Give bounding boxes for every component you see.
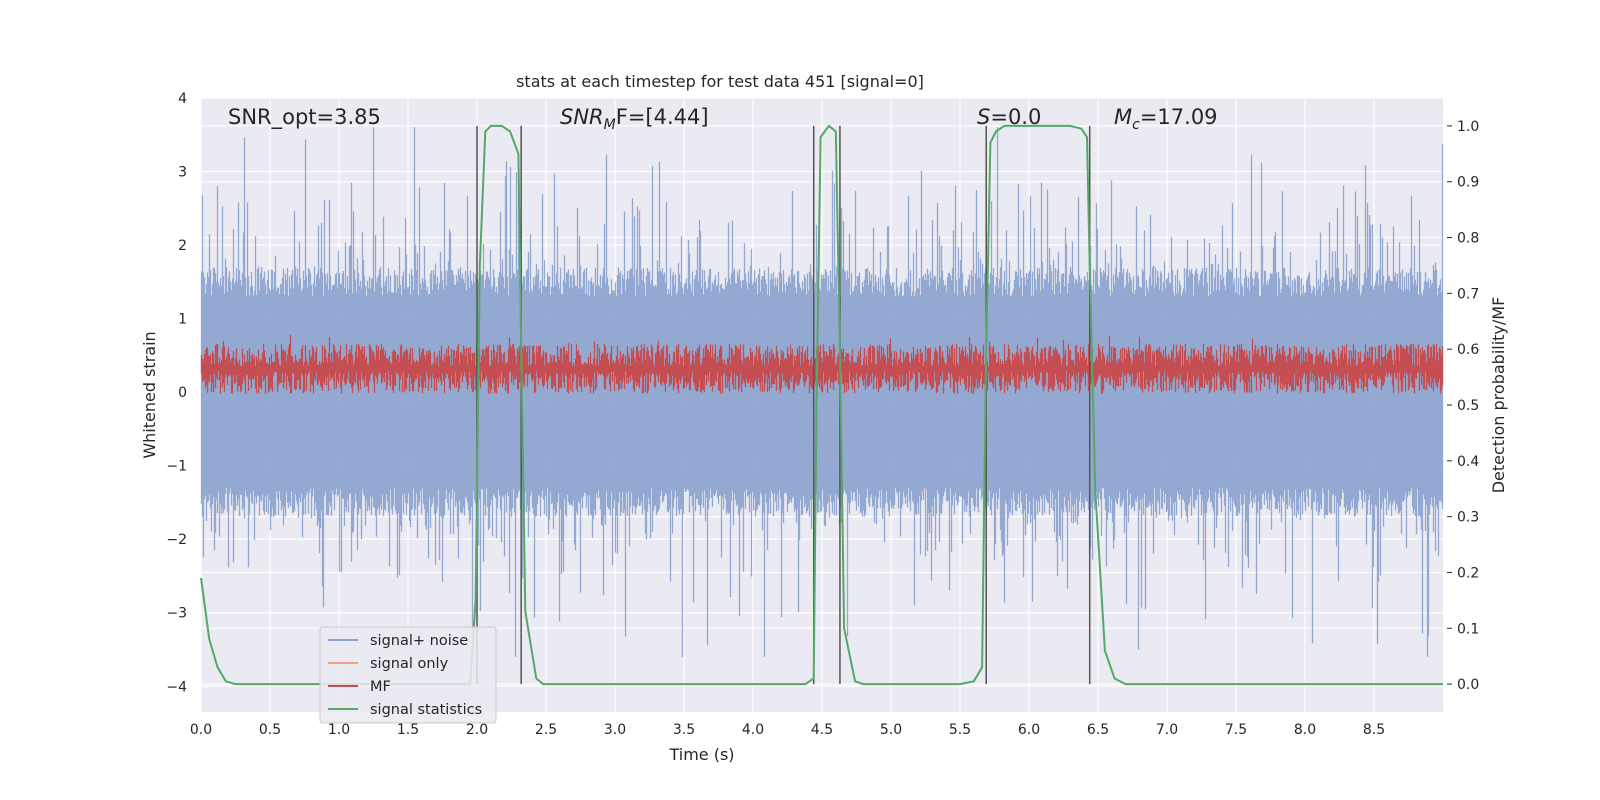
y-left-tick-label: 0	[178, 385, 187, 401]
x-tick-label: 4.0	[742, 722, 764, 738]
x-axis-label: Time (s)	[668, 745, 734, 764]
y-right-tick-label: 0.7	[1457, 286, 1479, 302]
y-right-tick-label: 0.6	[1457, 342, 1479, 358]
x-tick-label: 6.0	[1018, 722, 1040, 738]
legend: signal+ noise signal only MF signal stat…	[319, 626, 497, 724]
y-left-tick-label: 4	[178, 91, 187, 107]
y-axis-right-label: Detection probability/MF	[1489, 297, 1508, 494]
x-tick-label: 1.5	[397, 722, 419, 738]
y-right-tick-label: 0.5	[1457, 398, 1479, 414]
x-tick-label: 1.0	[328, 722, 350, 738]
y-left-tick-label: −2	[166, 532, 187, 548]
y-right-tick-label: 0.0	[1457, 677, 1479, 693]
y-right-tick-label: 0.8	[1457, 231, 1479, 247]
y-left-tick-label: −1	[166, 459, 187, 475]
x-tick-label: 4.5	[811, 722, 833, 738]
x-tick-label: 7.5	[1225, 722, 1247, 738]
x-tick-label: 0.5	[259, 722, 281, 738]
legend-label-signal-only: signal only	[370, 656, 449, 672]
annotation-chirp-mass: Mc=17.09	[1114, 105, 1218, 133]
chart-title: stats at each timestep for test data 451…	[516, 72, 924, 91]
y-right-tick-label: 0.2	[1457, 565, 1479, 581]
legend-label-signal-statistics: signal statistics	[370, 702, 482, 718]
y-left-tick-label: −4	[166, 679, 187, 695]
x-tick-label: 8.0	[1294, 722, 1316, 738]
y-right-tick-label: 0.1	[1457, 621, 1479, 637]
signal-statistics-series	[200, 124, 1443, 686]
x-tick-label: 6.5	[1087, 722, 1109, 738]
x-tick-label: 5.0	[880, 722, 902, 738]
annotation-snr-mf: SNRMF=[4.44]	[560, 105, 709, 133]
x-tick-label: 2.5	[535, 722, 557, 738]
x-tick-label: 3.5	[673, 722, 695, 738]
x-tick-label: 0.0	[190, 722, 212, 738]
y-left-tick-label: 2	[178, 238, 187, 254]
y-right-tick-label: 0.3	[1457, 510, 1479, 526]
y-right-tick-label: 0.9	[1457, 175, 1479, 191]
legend-label-signal-plus-noise: signal+ noise	[370, 633, 468, 649]
legend-label-mf: MF	[370, 679, 391, 695]
y-right-tick-label: 1.0	[1457, 119, 1479, 135]
x-tick-label: 3.0	[604, 722, 626, 738]
x-tick-label: 2.0	[466, 722, 488, 738]
legend-box	[319, 626, 497, 724]
y-left-tick-label: 3	[178, 165, 187, 181]
y-axis-left-label: Whitened strain	[140, 331, 159, 458]
signal-statistics-trace	[200, 124, 1443, 686]
y-left-tick-label: −3	[166, 606, 187, 622]
x-tick-label: 8.5	[1363, 722, 1385, 738]
annotation-snr-opt: SNR_opt=3.85	[228, 105, 381, 130]
y-right-tick-label: 0.4	[1457, 454, 1479, 470]
y-left-tick-label: 1	[178, 312, 187, 328]
x-tick-label: 5.5	[949, 722, 971, 738]
x-tick-label: 7.0	[1156, 722, 1178, 738]
annotation-s: S=0.0	[977, 105, 1041, 129]
